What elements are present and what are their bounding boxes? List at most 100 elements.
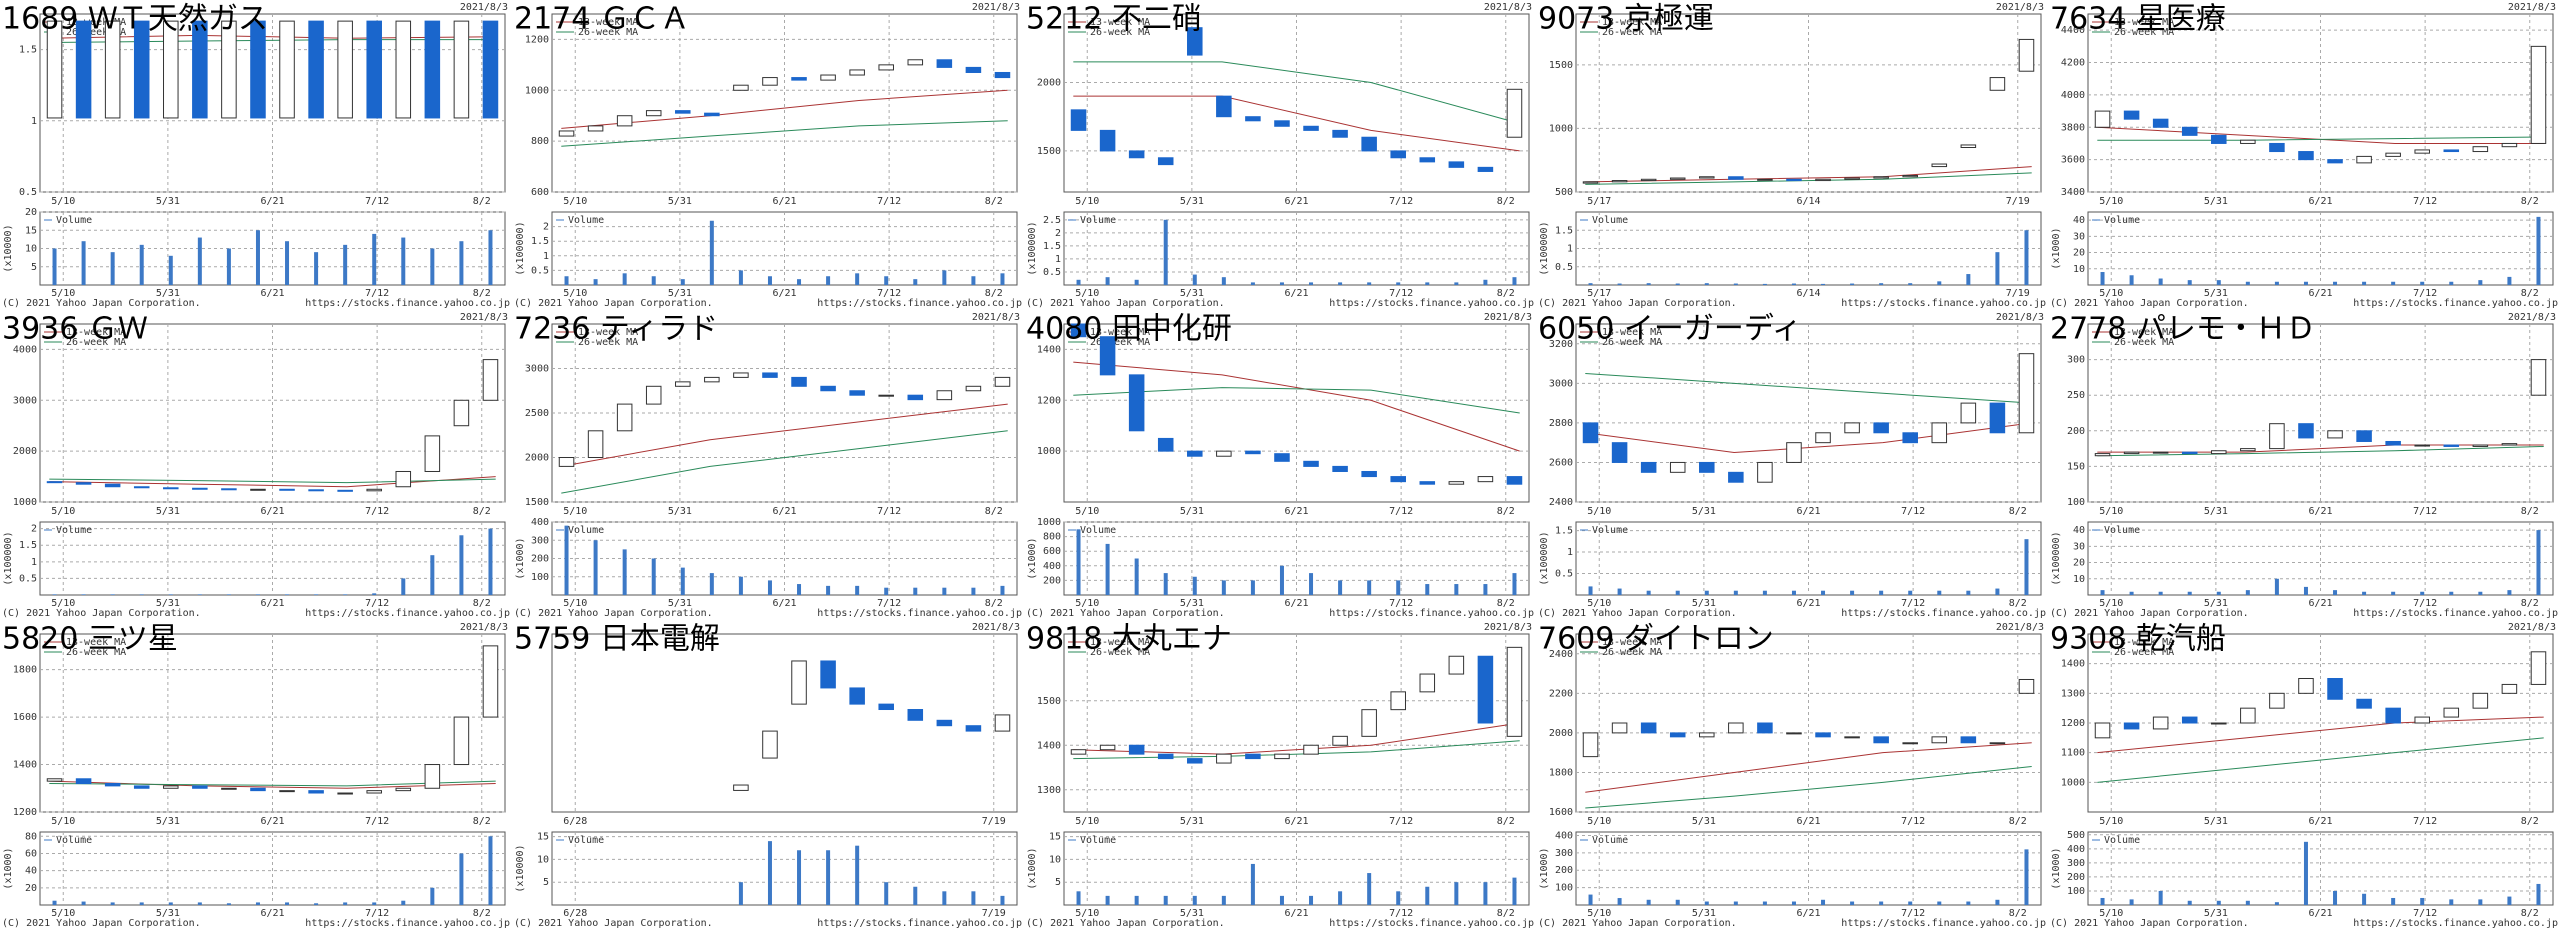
chart-title: 5759 日本電解 [514,622,720,657]
volume-tick-label: 10 [1049,854,1061,865]
x-tick-label: 8/2 [2009,506,2027,517]
candle [2327,430,2343,439]
x-tick-label: 6/21 [1284,288,1308,299]
legend-entry: 13-week MA [66,327,126,338]
x-tick-label: 5/10 [51,506,75,517]
y-tick-label: 1000 [525,85,549,96]
x-tick-label: 8/2 [473,816,491,827]
candle [2530,45,2547,144]
x-tick-label: 5/17 [1587,196,1611,207]
candle [2152,716,2169,730]
candle [1477,655,1494,724]
candle [762,77,778,86]
volume-bar [2420,281,2425,285]
candle [2181,451,2198,455]
candle [1931,736,1948,744]
candle [1931,163,1948,168]
x-tick-label: 5/10 [2099,506,2123,517]
volume-bar [564,276,569,285]
volume-bar [401,900,406,905]
candle [279,20,295,119]
x-tick-label: 6/21 [1796,598,1820,609]
x-tick-label: 5/31 [1180,506,1204,517]
volume-unit: (x1000) [1539,847,1550,889]
volume-tick-label: 400 [1043,561,1061,572]
legend-entry: 13-week MA [2114,637,2174,648]
volume-bar [2333,890,2338,905]
candle [366,20,382,119]
x-tick-label: 7/12 [877,506,901,517]
legend-entry: 26-week MA [1090,27,1150,38]
volume-bar [1675,283,1680,285]
copyright: (C) 2021 Yahoo Japan Corporation. [1026,918,1225,929]
volume-bar [2362,281,2367,285]
volume-bar [81,901,86,905]
volume-bar [1617,588,1622,595]
volume-bar [1425,584,1430,595]
y-tick-label: 800 [531,136,549,147]
volume-bar [1733,283,1738,285]
y-tick-label: 1000 [1549,123,1573,134]
candle [733,372,749,378]
source: https://stocks.finance.yahoo.co.jp [817,298,1022,309]
candle [733,784,749,791]
volume-tick-label: 200 [1555,865,1573,876]
candle [163,785,179,789]
x-tick-label: 7/12 [1389,598,1413,609]
candle [133,20,150,119]
x-tick-label: 5/10 [2099,908,2123,919]
candle [1640,461,1657,473]
copyright: (C) 2021 Yahoo Japan Corporation. [2,298,201,309]
volume-bar [1850,590,1855,595]
x-tick-label: 8/2 [473,506,491,517]
x-tick-label: 5/31 [1180,196,1204,207]
volume-bar [52,594,57,595]
volume-bar [2391,897,2396,905]
x-tick-label: 5/10 [1587,908,1611,919]
volume-bar [2274,902,2279,905]
volume-unit: (x1000) [3,847,14,889]
volume-bar [314,252,319,285]
volume-bar [1367,580,1372,595]
volume-tick-label: 200 [1043,575,1061,586]
volume-bar [226,903,231,905]
volume-bar [2536,530,2541,595]
x-tick-label: 6/21 [1284,816,1308,827]
candle [1815,732,1831,738]
legend-entry: 26-week MA [1602,27,1662,38]
volume-bar [1192,576,1197,595]
volume-bar [2449,591,2454,595]
volume-bar [767,841,772,905]
y-tick-label: 150 [2067,461,2085,472]
y-tick-label: 1500 [1037,146,1061,157]
x-tick-label: 6/21 [2308,196,2332,207]
volume-tick-label: 5 [31,262,37,273]
volume-bar [884,587,889,595]
copyright: (C) 2021 Yahoo Japan Corporation. [514,608,713,619]
volume-bar [884,276,889,285]
volume-bar [1221,580,1226,595]
volume-bar [81,241,86,285]
volume-bar [52,248,57,285]
candle [424,435,441,472]
volume-bar [738,576,743,595]
volume-bar [884,882,889,905]
volume-bar [1937,281,1942,285]
candle [1245,753,1261,760]
x-tick-label: 6/21 [260,506,284,517]
moving-average [2097,716,2544,754]
y-tick-label: 1400 [13,760,37,771]
volume-tick-label: 2.5 [1043,215,1061,226]
x-tick-label: 8/2 [2521,908,2539,919]
candle [1274,120,1290,127]
volume-bar [651,276,656,285]
x-tick-label: 5/10 [1075,288,1099,299]
x-tick-label: 5/31 [2204,908,2228,919]
x-tick-label: 6/21 [2308,816,2332,827]
candle [1699,732,1715,738]
x-tick-label: 5/10 [51,196,75,207]
volume-bar [2507,590,2512,595]
volume-bar [1338,891,1343,905]
volume-bar [2391,591,2396,595]
legend-entry: Volume [56,835,92,846]
